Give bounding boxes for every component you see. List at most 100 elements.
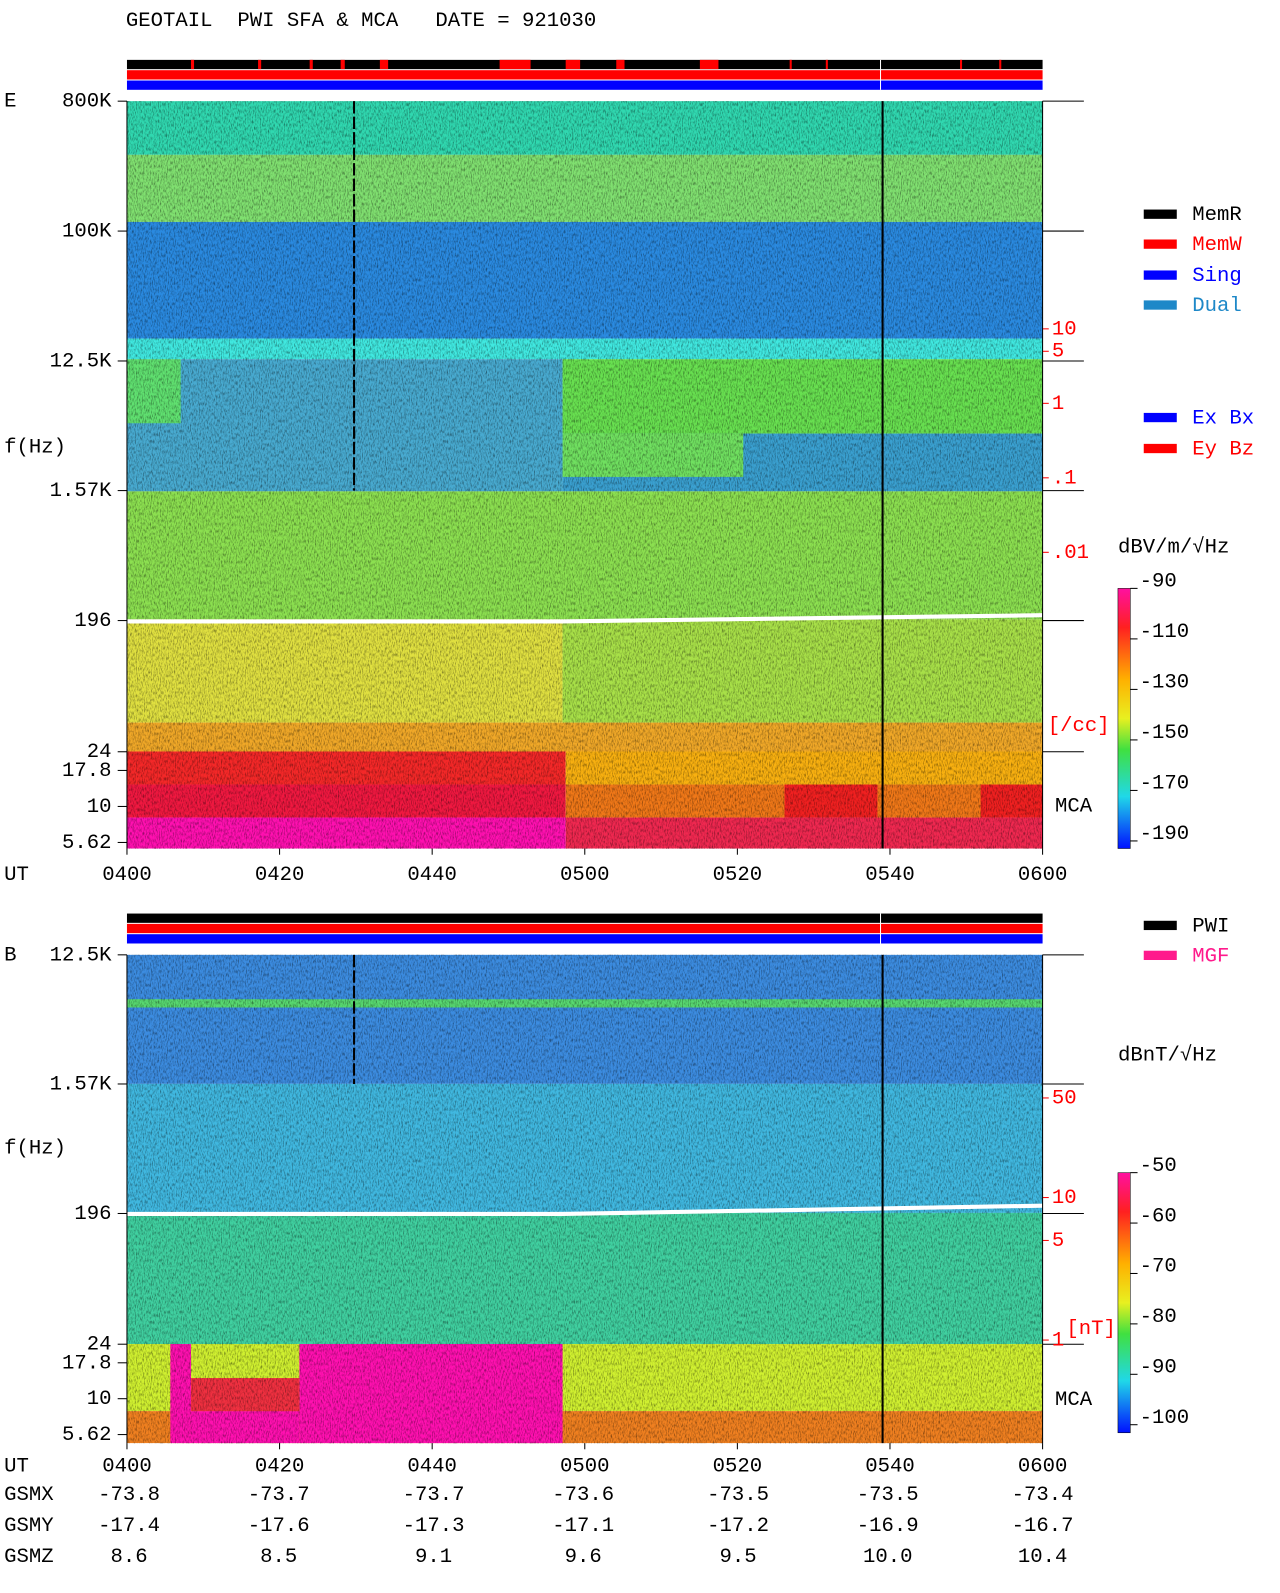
- legend-swatch: [1143, 209, 1177, 219]
- legend-swatch: [1143, 412, 1177, 423]
- ephemeris-value: -17.3: [403, 1515, 465, 1538]
- y-tick-label: 100K: [62, 221, 112, 244]
- colorbar-tick-label: -90: [1140, 571, 1177, 594]
- status-bar: [126, 59, 1043, 70]
- status-bar: [126, 70, 1043, 80]
- legend-label: Sing: [1192, 265, 1242, 288]
- legend-label: MGF: [1192, 945, 1229, 968]
- status-mark: [616, 59, 625, 70]
- x-tick-label: 0420: [255, 864, 305, 887]
- ephemeris-label: GSMY: [4, 1515, 54, 1538]
- colorbar-tick-label: -150: [1140, 722, 1190, 745]
- status-mark: [699, 59, 719, 70]
- legend-label: MemW: [1192, 234, 1242, 257]
- legend-label: PWI: [1192, 915, 1229, 938]
- colorbar-tick-label: -130: [1140, 672, 1190, 695]
- colorbar-tick-label: -190: [1140, 823, 1190, 846]
- colorbar-tick-label: -90: [1140, 1357, 1177, 1380]
- ephemeris-value: -73.6: [552, 1484, 614, 1507]
- ephemeris-value: -16.9: [857, 1515, 919, 1538]
- y2-tick-label: 1: [1052, 1329, 1064, 1352]
- ephemeris-value: -73.4: [1012, 1484, 1074, 1507]
- ephemeris-value: 9.6: [565, 1546, 602, 1569]
- y2-tick-label: 50: [1052, 1087, 1077, 1110]
- x-tick-label: 0440: [407, 864, 457, 887]
- x-tick-label: 0600: [1018, 864, 1068, 887]
- x-tick-label: 0400: [102, 1455, 152, 1478]
- x-axis-label: UT: [4, 864, 29, 887]
- ephemeris-value: 8.5: [260, 1546, 297, 1569]
- x-tick-label: 0540: [865, 1455, 915, 1478]
- legend-swatch: [1143, 920, 1177, 931]
- ephemeris-value: 10.4: [1018, 1546, 1068, 1569]
- legend-label: Ey Bz: [1192, 438, 1254, 461]
- x-tick-label: 0440: [407, 1455, 457, 1478]
- x-axis-label: UT: [4, 1455, 29, 1478]
- colorbar: [1117, 588, 1131, 849]
- colorbar-label: dBnT/√Hz: [1118, 1043, 1217, 1067]
- legend-label: Ex Bx: [1192, 408, 1254, 431]
- y-tick-label: 17.8: [62, 760, 112, 783]
- status-mark: [789, 59, 792, 70]
- y-tick-label: 12.5K: [50, 944, 113, 967]
- ephemeris-value: 9.1: [415, 1546, 452, 1569]
- status-mark: [499, 59, 531, 70]
- y-axis-label: f(Hz): [4, 1137, 66, 1160]
- y-tick-label: 5.62: [62, 1424, 112, 1447]
- legend-swatch: [1143, 443, 1177, 454]
- ephemeris-value: -73.7: [248, 1484, 310, 1507]
- y-tick-label: 10: [87, 796, 112, 819]
- y2-tick-label: 5: [1052, 341, 1064, 364]
- colorbar: [1117, 1172, 1131, 1434]
- ephemeris-value: -73.7: [403, 1484, 465, 1507]
- colorbar-tick-label: -50: [1140, 1155, 1177, 1178]
- legend-swatch: [1143, 239, 1177, 249]
- y-tick-label: 12.5K: [50, 350, 113, 373]
- x-tick-label: 0420: [255, 1455, 305, 1478]
- y-tick-label: 800K: [62, 91, 112, 114]
- status-mark: [309, 59, 313, 70]
- y-tick-label: 196: [74, 610, 111, 633]
- x-tick-label: 0520: [713, 1455, 763, 1478]
- y2-axis-label: [/cc]: [1048, 715, 1110, 738]
- ephemeris-label: GSMZ: [4, 1546, 54, 1569]
- ephemeris-value: -17.2: [707, 1515, 769, 1538]
- ephemeris-value: -16.7: [1012, 1515, 1074, 1538]
- colorbar-tick-label: -80: [1140, 1306, 1177, 1329]
- y-tick-label: 1.57K: [50, 480, 113, 503]
- y2-tick-label: 1: [1052, 393, 1064, 416]
- x-tick-label: 0520: [713, 864, 763, 887]
- spectrogram-texture: [126, 101, 1043, 849]
- mca-label: MCA: [1055, 1389, 1093, 1412]
- spectrogram-texture: [126, 954, 1043, 1444]
- ephemeris-value: 9.5: [719, 1546, 756, 1569]
- ephemeris-value: -73.5: [857, 1484, 919, 1507]
- y2-tick-label: 5: [1052, 1230, 1064, 1253]
- x-tick-label: 0500: [560, 864, 610, 887]
- y-tick-label: 196: [74, 1203, 111, 1226]
- y-tick-label: 24: [87, 1334, 112, 1357]
- ephemeris-value: -17.1: [552, 1515, 614, 1538]
- legend-swatch: [1143, 300, 1177, 310]
- status-mark: [999, 59, 1002, 70]
- legend-label: MemR: [1192, 204, 1242, 227]
- ephemeris-value: -73.8: [98, 1484, 160, 1507]
- y2-tick-label: .01: [1052, 542, 1089, 565]
- status-bar: [126, 913, 1043, 923]
- y2-tick-label: .1: [1052, 467, 1077, 490]
- x-tick-label: 0400: [102, 864, 152, 887]
- x-tick-label: 0540: [865, 864, 915, 887]
- colorbar-tick-label: -110: [1140, 621, 1190, 644]
- ephemeris-value: -73.5: [707, 1484, 769, 1507]
- colorbar-label: dBV/m/√Hz: [1118, 536, 1229, 560]
- y-tick-label: 24: [87, 741, 112, 764]
- status-bar: [126, 923, 1043, 934]
- legend-swatch: [1143, 950, 1177, 961]
- y2-axis-label: [nT]: [1066, 1318, 1116, 1341]
- status-mark: [825, 59, 828, 70]
- panel-label: E: [4, 91, 16, 114]
- colorbar-tick-label: -100: [1140, 1407, 1190, 1430]
- ephemeris-value: 10.0: [863, 1546, 913, 1569]
